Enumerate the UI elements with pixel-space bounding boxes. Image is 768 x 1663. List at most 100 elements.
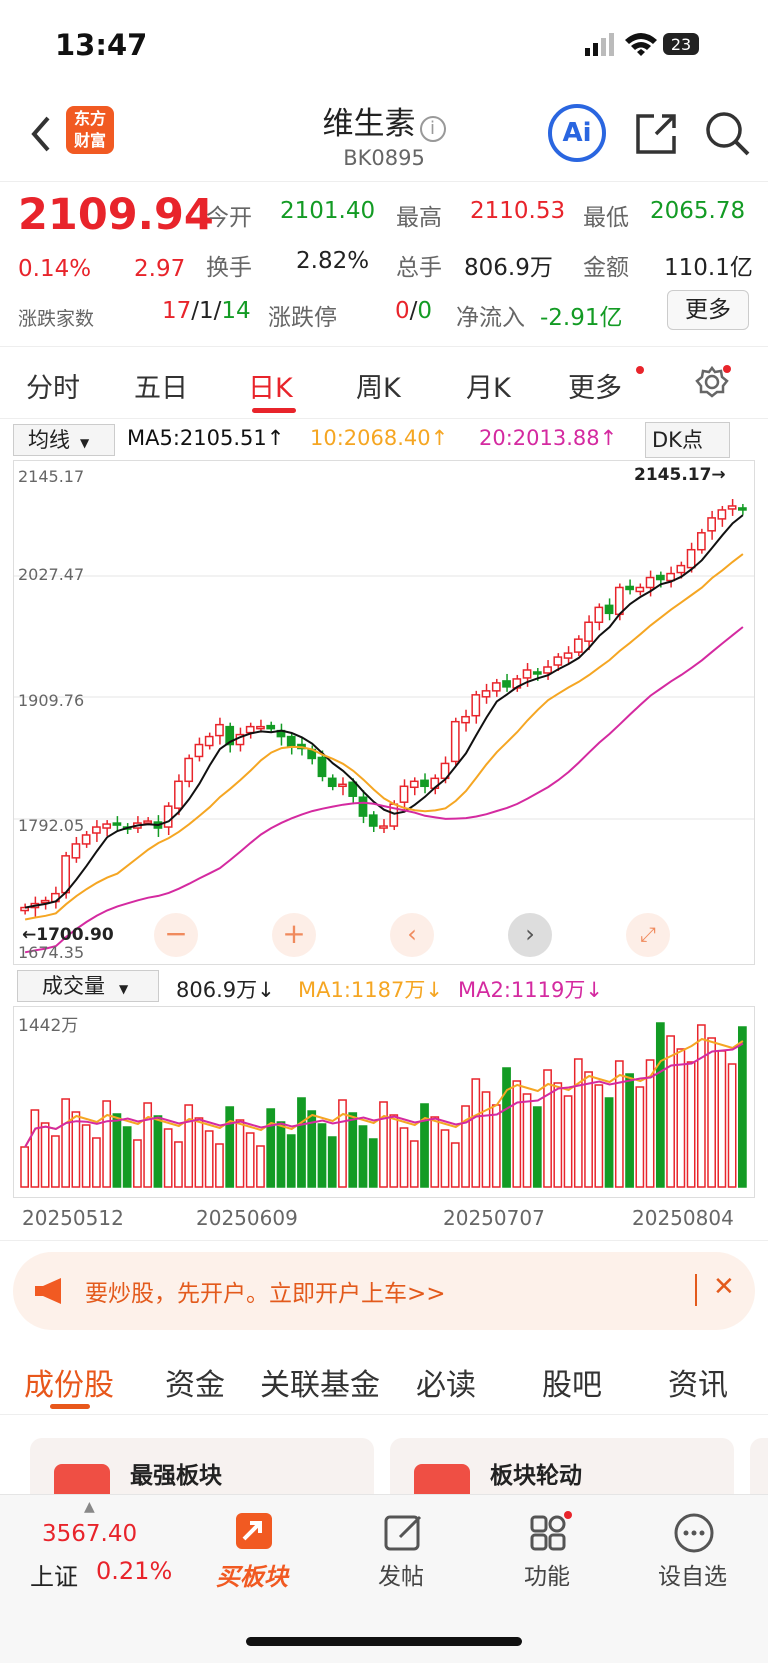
candle [614, 586, 624, 616]
candle [215, 723, 224, 737]
y-label-2: 2027.47 [18, 565, 85, 584]
candle [686, 548, 696, 569]
scroll-left-button[interactable]: ‹ [390, 913, 434, 957]
add-watchlist-icon[interactable] [674, 1511, 718, 1555]
volume-ma1: MA1:1187万↓ [298, 978, 443, 1002]
promo-banner[interactable]: 要炒股，先开户。立即开户上车>> ✕ [13, 1252, 755, 1330]
volume-bar [215, 1143, 224, 1188]
tab-five-day[interactable]: 五日 [134, 373, 188, 404]
count-label: 涨跌家数 [18, 308, 95, 330]
candle [317, 756, 327, 778]
bottom-bar: ▲ 3567.40 上证 0.21% 买板块 发帖 功能 设自选 [0, 1494, 768, 1663]
volume-bar [71, 1111, 81, 1188]
amount-label: 金额 [583, 255, 629, 281]
buy-sector-icon[interactable] [224, 1505, 280, 1555]
index-name[interactable]: 上证 [30, 1563, 78, 1591]
tab-funds-flow[interactable]: 资金 [165, 1368, 225, 1403]
candle [584, 621, 593, 642]
add-watchlist-label[interactable]: 设自选 [658, 1564, 727, 1590]
tab-related-funds[interactable]: 关联基金 [260, 1368, 380, 1403]
tab-constituents[interactable]: 成份股 [24, 1368, 114, 1403]
volume-bar [584, 1071, 593, 1188]
close-icon[interactable]: ✕ [713, 1272, 735, 1302]
tab-intraday[interactable]: 分时 [26, 373, 80, 404]
high-value: 2110.53 [470, 198, 566, 224]
low-label: 最低 [583, 205, 629, 231]
candle [625, 585, 634, 591]
tab-weekly-k[interactable]: 周K [356, 373, 401, 404]
ma-selector[interactable]: 均线 ▼ [13, 424, 115, 456]
volume-selector[interactable]: 成交量 ▼ [17, 970, 159, 1002]
volume-bar [420, 1103, 429, 1188]
candle [737, 507, 747, 511]
dk-button[interactable]: DK点 [645, 422, 730, 458]
kline-chart[interactable]: 2145.17 2027.47 1909.76 1792.05 1674.35 … [13, 460, 755, 965]
high-label: 最高 [396, 205, 442, 231]
candle [666, 572, 675, 582]
inflow-value: -2.91亿 [540, 305, 623, 331]
functions-label[interactable]: 功能 [524, 1564, 570, 1590]
functions-icon[interactable] [528, 1511, 572, 1555]
zoom-out-button[interactable]: − [154, 913, 198, 957]
candle [112, 822, 122, 826]
x-label-1: 20250512 [22, 1206, 124, 1230]
candle [368, 814, 378, 827]
scroll-right-button[interactable]: › [508, 913, 552, 957]
info-icon[interactable]: i [419, 116, 446, 142]
tab-news[interactable]: 资讯 [668, 1368, 728, 1403]
candle [543, 666, 552, 674]
tab-monthly-k[interactable]: 月K [466, 373, 511, 404]
search-icon[interactable] [704, 110, 752, 158]
volume-bar [512, 1080, 522, 1188]
volume-bar [522, 1093, 532, 1188]
fullscreen-button[interactable]: ⤢ [626, 913, 670, 957]
candle [676, 564, 686, 574]
app-logo: 东方 财富 [66, 106, 114, 154]
volume-bar [286, 1134, 296, 1188]
back-icon[interactable] [28, 114, 52, 154]
volume-bar [717, 1050, 727, 1188]
candle [194, 743, 204, 758]
inflow-label: 净流入 [456, 305, 525, 331]
up-flat-down-count: 17/1/14 [162, 298, 251, 324]
amount-value: 110.1亿 [664, 255, 753, 281]
index-value[interactable]: 3567.40 [42, 1521, 138, 1547]
volume-bar [51, 1135, 60, 1188]
candle [92, 826, 101, 834]
y-label-top: 2145.17 [18, 467, 85, 486]
candle [338, 783, 347, 788]
settings-icon[interactable] [695, 364, 731, 400]
post-icon[interactable] [382, 1511, 426, 1555]
volume-bar [450, 1142, 460, 1188]
volume-bar [102, 1100, 112, 1188]
volume-bar [430, 1116, 440, 1188]
ma10-value: 10:2068.40↑ [310, 426, 449, 450]
post-label[interactable]: 发帖 [378, 1564, 424, 1590]
candle [727, 505, 737, 510]
candle [491, 682, 501, 692]
volume-chart[interactable]: 1442万 [13, 1006, 755, 1198]
volume-bar [696, 1024, 706, 1188]
volume-bar [532, 1106, 542, 1188]
index-change[interactable]: 0.21% [96, 1557, 173, 1585]
candle [266, 724, 276, 730]
open-label: 今开 [206, 205, 252, 231]
tab-more[interactable]: 更多 [568, 373, 622, 404]
ai-button[interactable]: Ai [548, 104, 606, 162]
more-button[interactable]: 更多 [667, 290, 749, 330]
buy-sector-label[interactable]: 买板块 [216, 1563, 288, 1591]
ma20-value: 20:2013.88↑ [479, 426, 618, 450]
volume-bar [30, 1109, 40, 1188]
candle [143, 820, 153, 824]
candle [20, 906, 30, 912]
candle [348, 781, 358, 797]
tab-must-read[interactable]: 必读 [416, 1368, 476, 1403]
ma10-line [24, 553, 744, 921]
tab-forum[interactable]: 股吧 [542, 1368, 602, 1403]
volume-bar [348, 1112, 358, 1188]
tab-daily-k[interactable]: 日K [248, 373, 293, 404]
zoom-in-button[interactable]: + [272, 913, 316, 957]
volume-bar [327, 1136, 337, 1188]
share-icon[interactable] [632, 110, 680, 158]
header: 东方 财富 维生素 i BK0895 Ai [0, 90, 768, 182]
